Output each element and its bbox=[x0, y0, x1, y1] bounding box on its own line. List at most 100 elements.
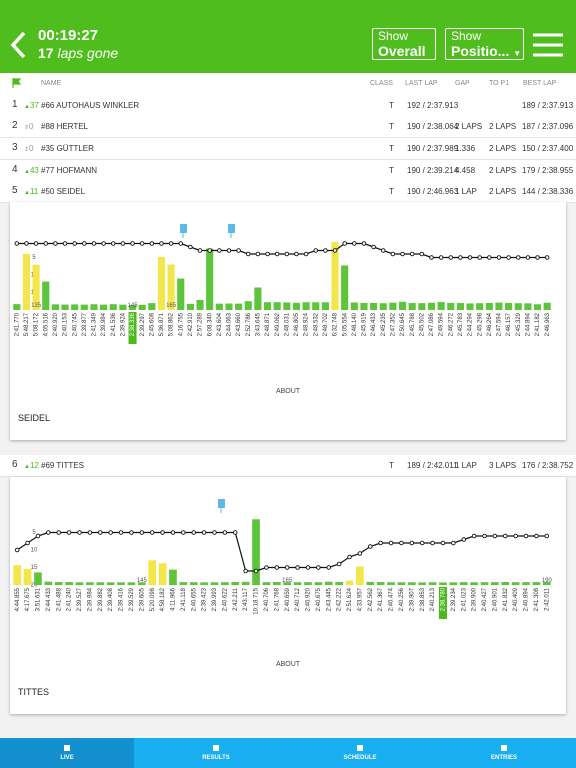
tab[interactable]: LIVE bbox=[0, 738, 134, 768]
position-dot bbox=[419, 251, 425, 257]
lap-time-label: 2:38.780 bbox=[441, 587, 447, 611]
position-dot bbox=[87, 530, 93, 535]
lap-bar bbox=[283, 582, 292, 585]
to-p1: 3 LAPS bbox=[489, 461, 517, 470]
lap-time-label: 4:58.182 bbox=[160, 587, 166, 611]
lap-time-label: 2:45.329 bbox=[516, 312, 522, 336]
view-button[interactable]: Show Overall bbox=[372, 28, 436, 60]
position-dot bbox=[471, 533, 477, 539]
lap-bar bbox=[61, 304, 69, 310]
lap-bar bbox=[148, 560, 157, 585]
lap-bar bbox=[22, 253, 31, 310]
trend-icon: ▲ bbox=[24, 190, 30, 196]
lap-bar bbox=[206, 248, 214, 310]
last-lap: 189 / 2:42.011 bbox=[407, 461, 458, 470]
lap-time-label: 2:47.086 bbox=[429, 312, 435, 336]
lap-time-label: 2:43.445 bbox=[326, 587, 332, 611]
lap-bar bbox=[522, 582, 530, 585]
standing-row[interactable]: 1 ▲37 #66 AUTOHAUS WINKLER T 192 / 2:37.913 1… bbox=[0, 95, 576, 117]
position: 4 bbox=[12, 164, 18, 175]
gap: 1 LAP bbox=[455, 187, 477, 196]
tab[interactable]: RESULTS bbox=[144, 738, 288, 768]
lap-bar bbox=[273, 302, 281, 310]
position-dot bbox=[56, 530, 61, 535]
position-dot bbox=[477, 255, 482, 260]
lap-bar bbox=[418, 303, 426, 310]
lap-bar bbox=[480, 582, 489, 585]
lap-bar bbox=[44, 581, 53, 585]
about-link[interactable]: ABOUT bbox=[275, 388, 301, 395]
standing-row[interactable]: 3 ⇕0 #35 GÜTTLER T 190 / 2:37.989 1.336 2 LAPS… bbox=[0, 138, 576, 160]
lap-bar bbox=[23, 568, 32, 585]
tab[interactable]: ENTRIES bbox=[432, 738, 576, 768]
class: T bbox=[389, 144, 394, 153]
car-name: #88 HERTEL bbox=[41, 122, 88, 131]
lap-bar bbox=[80, 304, 88, 310]
tab[interactable]: SCHEDULE bbox=[288, 738, 432, 768]
gap: 4.458 bbox=[455, 166, 476, 175]
lap-time-label: 2:42.222 bbox=[337, 587, 343, 611]
lap-chart: 510152:41.7705:48.2175:08.1724:05.5162:4… bbox=[13, 224, 551, 344]
lap-time-label: 2:45.788 bbox=[410, 312, 416, 336]
tab-icon bbox=[213, 745, 219, 751]
about-link[interactable]: ABOUT bbox=[275, 661, 301, 668]
position-dot bbox=[544, 533, 550, 539]
sort-dropdown[interactable]: Show Positio... ▼ bbox=[445, 28, 524, 60]
position-dot bbox=[253, 568, 259, 574]
car-name: #69 TITTES bbox=[41, 461, 84, 470]
position-dot bbox=[197, 248, 203, 253]
lap-time-label: 2:40.894 bbox=[524, 587, 530, 611]
lap-bar bbox=[241, 581, 250, 585]
menu-button[interactable] bbox=[533, 32, 563, 58]
trend-icon: ▲ bbox=[24, 169, 30, 175]
position-dot bbox=[430, 540, 435, 546]
lap-bar bbox=[397, 582, 406, 585]
standing-row[interactable]: 4 ▲43 #77 HOFMANN T 190 / 2:39.214 4.458 2 LAP… bbox=[0, 160, 576, 182]
lap-bar bbox=[34, 572, 42, 585]
lap-bar bbox=[158, 563, 167, 585]
lap-annotation: 165 bbox=[166, 303, 177, 309]
lap-time-label: 10:18.715 bbox=[254, 587, 260, 614]
lap-time-label: 2:46.272 bbox=[448, 312, 454, 336]
standing-row[interactable]: 6 ▲12 #69 TITTES T 189 / 2:42.011 1 LAP 3 LAPS… bbox=[0, 455, 576, 477]
lap-time-label: 2:45.608 bbox=[149, 312, 155, 336]
tab-bar: LIVE RESULTS SCHEDULE ENTRIES bbox=[0, 738, 576, 768]
view-label: Show bbox=[378, 29, 409, 43]
lap-time-label: 2:42.011 bbox=[544, 587, 550, 611]
standing-row[interactable]: 2 ⇕0 #88 HERTEL T 190 / 2:38.064 2 LAPS 2 LAPS… bbox=[0, 116, 576, 138]
lap-bar bbox=[542, 581, 551, 585]
position-dot bbox=[33, 241, 39, 246]
lap-time-label: 2:46.264 bbox=[487, 312, 493, 336]
class: T bbox=[389, 166, 394, 175]
lap-time-label: 6:08.340 bbox=[207, 312, 213, 336]
change-value: 37 bbox=[29, 101, 39, 110]
lap-time-label: 2:40.712 bbox=[295, 587, 301, 611]
position-dot bbox=[53, 241, 58, 246]
position-line bbox=[16, 531, 547, 572]
position-dot bbox=[316, 565, 321, 570]
lap-chart: 5 10 15 20 4:44.855 4:17.675 3:51.631 2:44.433 2… bbox=[13, 499, 552, 619]
col-name: NAME bbox=[41, 80, 62, 87]
position-dot bbox=[222, 530, 228, 535]
lap-bar bbox=[293, 582, 302, 585]
lap-bar bbox=[254, 287, 262, 310]
lap-time-label: 2:45.298 bbox=[477, 312, 483, 336]
lap-bar bbox=[304, 582, 312, 585]
to-p1: 2 LAPS bbox=[489, 187, 517, 196]
trend-icon: ⇕ bbox=[24, 147, 30, 153]
back-button[interactable] bbox=[8, 30, 28, 60]
lap-bar bbox=[439, 582, 447, 585]
position-dot bbox=[534, 533, 539, 539]
position-dot bbox=[118, 530, 124, 535]
lap-bar bbox=[65, 582, 73, 585]
lap-bar bbox=[148, 303, 156, 310]
position: 1 bbox=[12, 99, 18, 110]
position-change: ▲37 bbox=[24, 101, 39, 110]
pit-marker bbox=[180, 224, 187, 238]
gap: 1.336 bbox=[455, 144, 476, 153]
standing-row[interactable]: 5 ▲11 #50 SEIDEL T 190 / 2:46.963 1 LAP 2 LAPS… bbox=[0, 181, 576, 203]
lap-time-label: 2:39.408 bbox=[108, 587, 114, 611]
position-dot bbox=[82, 241, 87, 246]
position-dot bbox=[139, 530, 145, 535]
lap-bar bbox=[189, 582, 198, 585]
